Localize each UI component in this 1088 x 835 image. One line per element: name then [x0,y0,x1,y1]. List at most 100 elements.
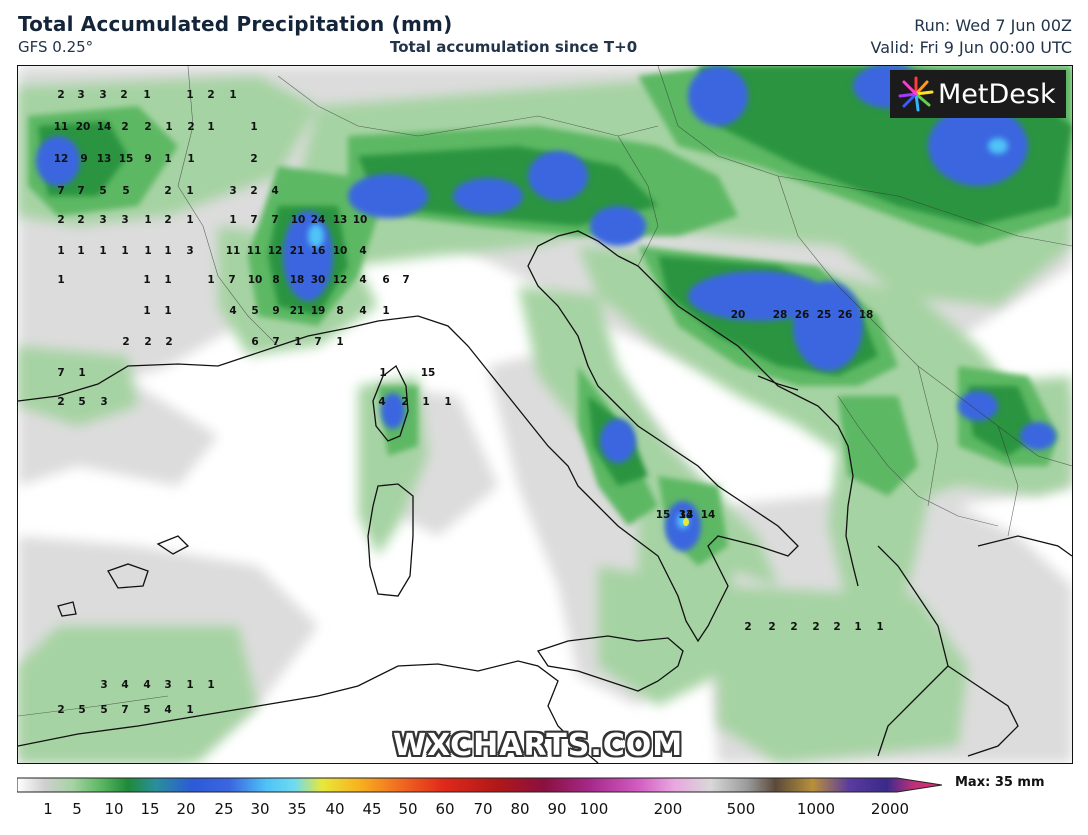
precip-value-label: 1 [854,621,861,633]
precip-value-label: 2 [77,214,84,226]
precip-value-label: 13 [679,509,694,521]
logo-text: MetDesk [938,78,1056,110]
precip-value-label: 4 [121,679,128,691]
scale-tick-label: 1 [43,800,53,818]
precip-value-label: 2 [120,89,127,101]
precip-value-label: 4 [378,396,385,408]
precip-value-label: 11 [226,245,241,257]
precip-value-label: 10 [353,214,368,226]
precip-value-label: 4 [359,245,366,257]
scale-tick-label: 35 [287,800,307,818]
precip-value-label: 5 [78,396,85,408]
watermark: WXCHARTS.COM [393,728,684,763]
precip-value-label: 1 [186,679,193,691]
precip-value-label: 15 [656,509,671,521]
precip-value-label: 1 [143,305,150,317]
precip-value-label: 4 [271,185,278,197]
precip-value-label: 2 [57,89,64,101]
precip-value-label: 1 [229,214,236,226]
precip-value-label: 6 [382,274,389,286]
precip-value-label: 2 [165,336,172,348]
precip-value-label: 12 [333,274,348,286]
precip-value-label: 19 [311,305,326,317]
precip-value-label: 1 [186,214,193,226]
color-scale-bar [17,777,942,793]
peak-precip-dot [683,518,689,526]
scale-tick-label: 45 [362,800,382,818]
precip-value-label: 2 [768,621,775,633]
precip-value-label: 1 [207,121,214,133]
precip-value-label: 5 [99,185,106,197]
precip-value-label: 10 [291,214,306,226]
precip-value-label: 1 [382,305,389,317]
precip-value-label: 21 [290,305,305,317]
precip-value-label: 7 [250,214,257,226]
precip-value-label: 4 [359,305,366,317]
precip-value-label: 5 [143,704,150,716]
precip-value-label: 2 [187,121,194,133]
precip-value-label: 25 [817,309,832,321]
model-label: GFS 0.25° [18,38,94,56]
precip-value-label: 2 [57,704,64,716]
scale-tick-label: 2000 [870,800,910,818]
precip-value-label: 26 [795,309,810,321]
precip-value-label: 1 [164,245,171,257]
precip-value-label: 1 [207,274,214,286]
precip-value-label: 7 [272,336,279,348]
precip-value-label: 9 [80,153,87,165]
precip-value-label: 3 [121,214,128,226]
precip-value-label: 7 [228,274,235,286]
precip-value-label: 4 [359,274,366,286]
precip-value-label: 1 [187,153,194,165]
precip-value-label: 1 [164,305,171,317]
scale-tick-label: 200 [653,800,683,818]
precip-value-label: 5 [100,704,107,716]
precip-value-label: 1 [164,153,171,165]
precip-value-label: 5 [78,704,85,716]
precip-value-label: 11 [54,121,69,133]
run-time: Run: Wed 7 Jun 00Z [914,16,1072,35]
precip-value-label: 18 [859,309,874,321]
max-label: Max: 35 mm [955,775,1045,790]
precip-value-label: 20 [76,121,91,133]
precip-value-label: 34 [679,509,694,521]
precip-value-label: 1 [57,245,64,257]
precip-value-label: 28 [773,309,788,321]
scale-tick-label: 20 [176,800,196,818]
precip-value-label: 1 [144,245,151,257]
scale-tick-label: 15 [140,800,160,818]
scale-tick-label: 30 [250,800,270,818]
metdesk-burst-icon [898,76,934,112]
country-borders [18,66,1072,717]
precip-value-label: 1 [294,336,301,348]
scale-tick-label: 70 [473,800,493,818]
precip-value-label: 3 [99,89,106,101]
scale-tick-label: 10 [104,800,124,818]
precip-value-label: 7 [77,185,84,197]
chart-title: Total Accumulated Precipitation (mm) [18,12,453,36]
precip-value-label: 2 [250,185,257,197]
precip-value-label: 2 [250,153,257,165]
precip-value-label: 12 [268,245,283,257]
precip-value-label: 15 [119,153,134,165]
precip-value-label: 1 [78,367,85,379]
value-labels: 2 3 3 2 1 1 2 111 20 14 2 2 1 2 1 112 9 13 15 9 1 1 27 7 5 5 2 1 3 2 4… [54,89,884,716]
precip-value-label: 14 [701,509,716,521]
precip-value-label: 7 [314,336,321,348]
precip-value-label: 2 [57,214,64,226]
precip-value-label: 21 [290,245,305,257]
precip-value-label: 8 [336,305,343,317]
precip-value-label: 6 [251,336,258,348]
precip-value-label: 1 [143,89,150,101]
precip-value-label: 2 [744,621,751,633]
precip-value-label: 4 [229,305,236,317]
precip-value-label: 7 [402,274,409,286]
scale-tick-label: 60 [435,800,455,818]
scale-tick-label: 90 [547,800,567,818]
precip-value-label: 2 [401,396,408,408]
scale-tick-label: 100 [579,800,609,818]
precip-value-label: 2 [144,336,151,348]
precip-value-label: 1 [57,274,64,286]
precip-value-label: 1 [250,121,257,133]
precip-value-label: 18 [290,274,305,286]
